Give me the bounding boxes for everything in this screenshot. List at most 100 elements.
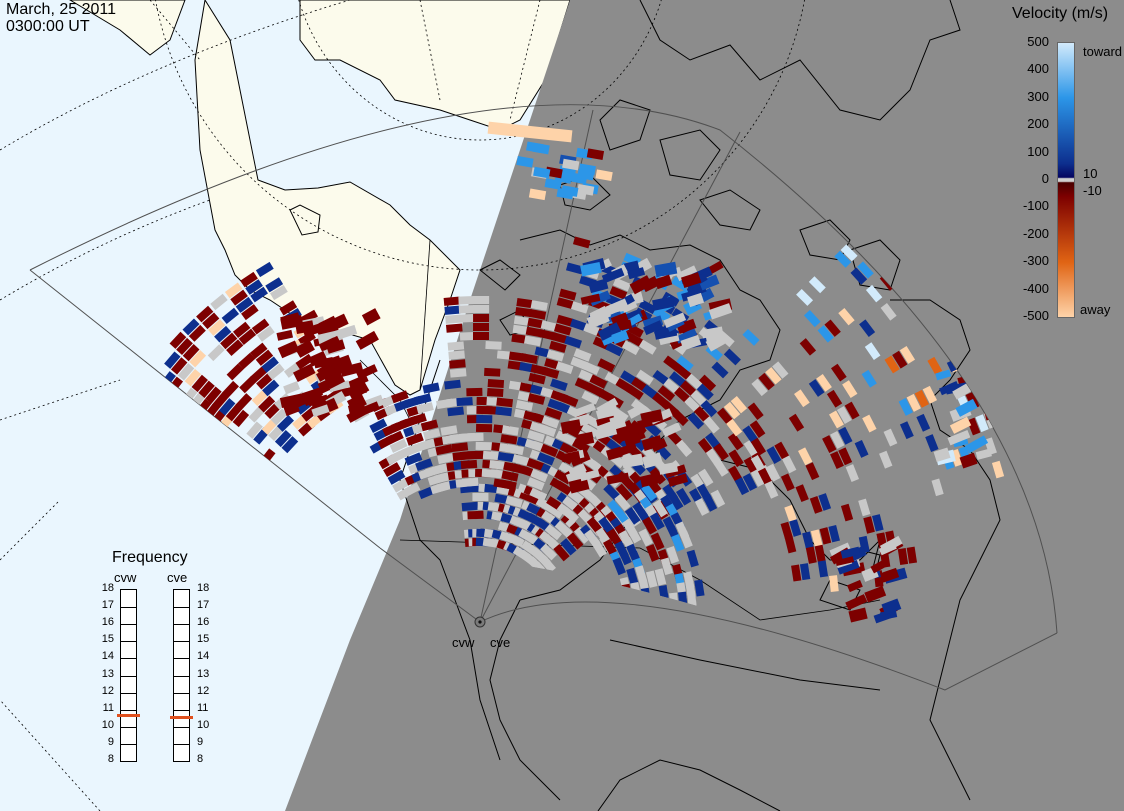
echo-cell: [808, 379, 825, 397]
frequency-grid-line: [121, 658, 136, 660]
echo-cell: [624, 506, 641, 525]
echo-cell: [451, 442, 469, 453]
echo-cell: [780, 473, 795, 492]
echo-cell: [626, 384, 644, 401]
echo-cell: [415, 458, 433, 472]
echo-cell: [883, 428, 898, 447]
frequency-indicator: [117, 713, 140, 717]
echo-cell: [679, 380, 698, 397]
echo-cell: [568, 477, 590, 494]
echo-cell: [444, 379, 461, 390]
echo-cell: [390, 390, 409, 404]
echo-cell: [864, 342, 881, 360]
echo-cell: [515, 399, 534, 412]
echo-cell: [512, 324, 530, 335]
echo-cell: [865, 284, 883, 303]
echo-cell: [681, 288, 703, 302]
echo-cell: [580, 422, 599, 438]
echo-cell: [497, 451, 515, 463]
echo-cell: [586, 148, 605, 160]
colorbar-tick-label: 300: [1027, 88, 1049, 104]
echo-cell: [569, 318, 588, 332]
echo-cell: [774, 441, 790, 460]
echo-cell: [267, 363, 285, 380]
echo-cell: [560, 538, 577, 556]
echo-cell: [749, 420, 766, 438]
echo-cell: [675, 439, 693, 457]
echo-cell: [816, 374, 832, 392]
echo-cell: [506, 533, 525, 548]
frequency-grid-line: [121, 675, 136, 677]
echo-cell: [575, 431, 595, 447]
frequency-scale-label: 14: [101, 650, 114, 663]
echo-cell: [510, 462, 528, 475]
echo-cell: [723, 401, 741, 420]
echo-cell: [501, 425, 519, 436]
echo-cell: [406, 432, 424, 446]
echo-cell: [527, 317, 545, 329]
echo-cell: [766, 446, 782, 464]
echo-cell: [598, 516, 615, 535]
echo-cell: [747, 402, 764, 421]
echo-cell: [472, 492, 489, 502]
echo-cell: [711, 361, 729, 379]
frequency-scale-label: 16: [101, 616, 114, 629]
echo-cell: [945, 382, 968, 395]
echo-cell: [657, 385, 676, 402]
echo-cell: [612, 505, 629, 524]
echo-cell: [880, 567, 900, 583]
echo-cell: [967, 417, 981, 436]
echo-cell: [230, 289, 248, 306]
echo-cell: [355, 330, 379, 350]
echo-cell: [641, 483, 658, 502]
echo-cell: [540, 443, 559, 458]
echo-cell: [700, 399, 718, 418]
echo-cell: [710, 489, 726, 508]
echo-cell: [758, 372, 775, 391]
echo-cell: [541, 366, 560, 379]
echo-cell: [605, 298, 629, 316]
echo-cell: [949, 416, 972, 434]
echo-cell: [597, 322, 622, 341]
frequency-column: [117, 589, 140, 762]
frequency-scale-label: 18: [101, 582, 114, 594]
echo-cell: [164, 351, 181, 369]
echo-cell: [898, 397, 913, 416]
echo-cell: [556, 297, 575, 310]
echo-cell: [914, 389, 930, 408]
echo-cell: [330, 313, 349, 331]
echo-cell: [723, 348, 741, 366]
echo-cell: [742, 425, 759, 444]
echo-cell: [555, 361, 574, 375]
echo-cell: [690, 389, 708, 407]
echo-cell: [540, 543, 558, 561]
frequency-scale-label: 8: [107, 753, 114, 765]
echo-cell: [361, 308, 381, 326]
echo-cell: [595, 405, 619, 422]
echo-cell: [293, 363, 316, 383]
echo-cell: [636, 369, 654, 386]
echo-cell: [667, 473, 688, 487]
echo-cell: [671, 409, 689, 427]
echo-cell: [643, 320, 664, 336]
echo-cell: [784, 504, 798, 523]
echo-cell: [605, 342, 624, 357]
echo-cell: [573, 402, 596, 418]
echo-cell: [232, 321, 251, 339]
echo-cell: [581, 390, 600, 405]
echo-cell: [641, 435, 663, 451]
velocity-colorbar: [1057, 42, 1075, 318]
echo-cell: [750, 455, 766, 473]
echo-cell: [169, 331, 187, 349]
echo-cell: [553, 543, 570, 562]
echo-cell: [734, 477, 750, 496]
echo-cell: [784, 535, 797, 554]
echo-cell: [925, 434, 939, 453]
echo-cell: [301, 387, 324, 402]
echo-cell: [276, 329, 294, 341]
echo-cell: [772, 361, 789, 379]
echo-cell: [975, 448, 992, 460]
graticule: [0, 0, 805, 811]
echo-cell: [881, 598, 902, 615]
echo-cell: [526, 141, 544, 154]
